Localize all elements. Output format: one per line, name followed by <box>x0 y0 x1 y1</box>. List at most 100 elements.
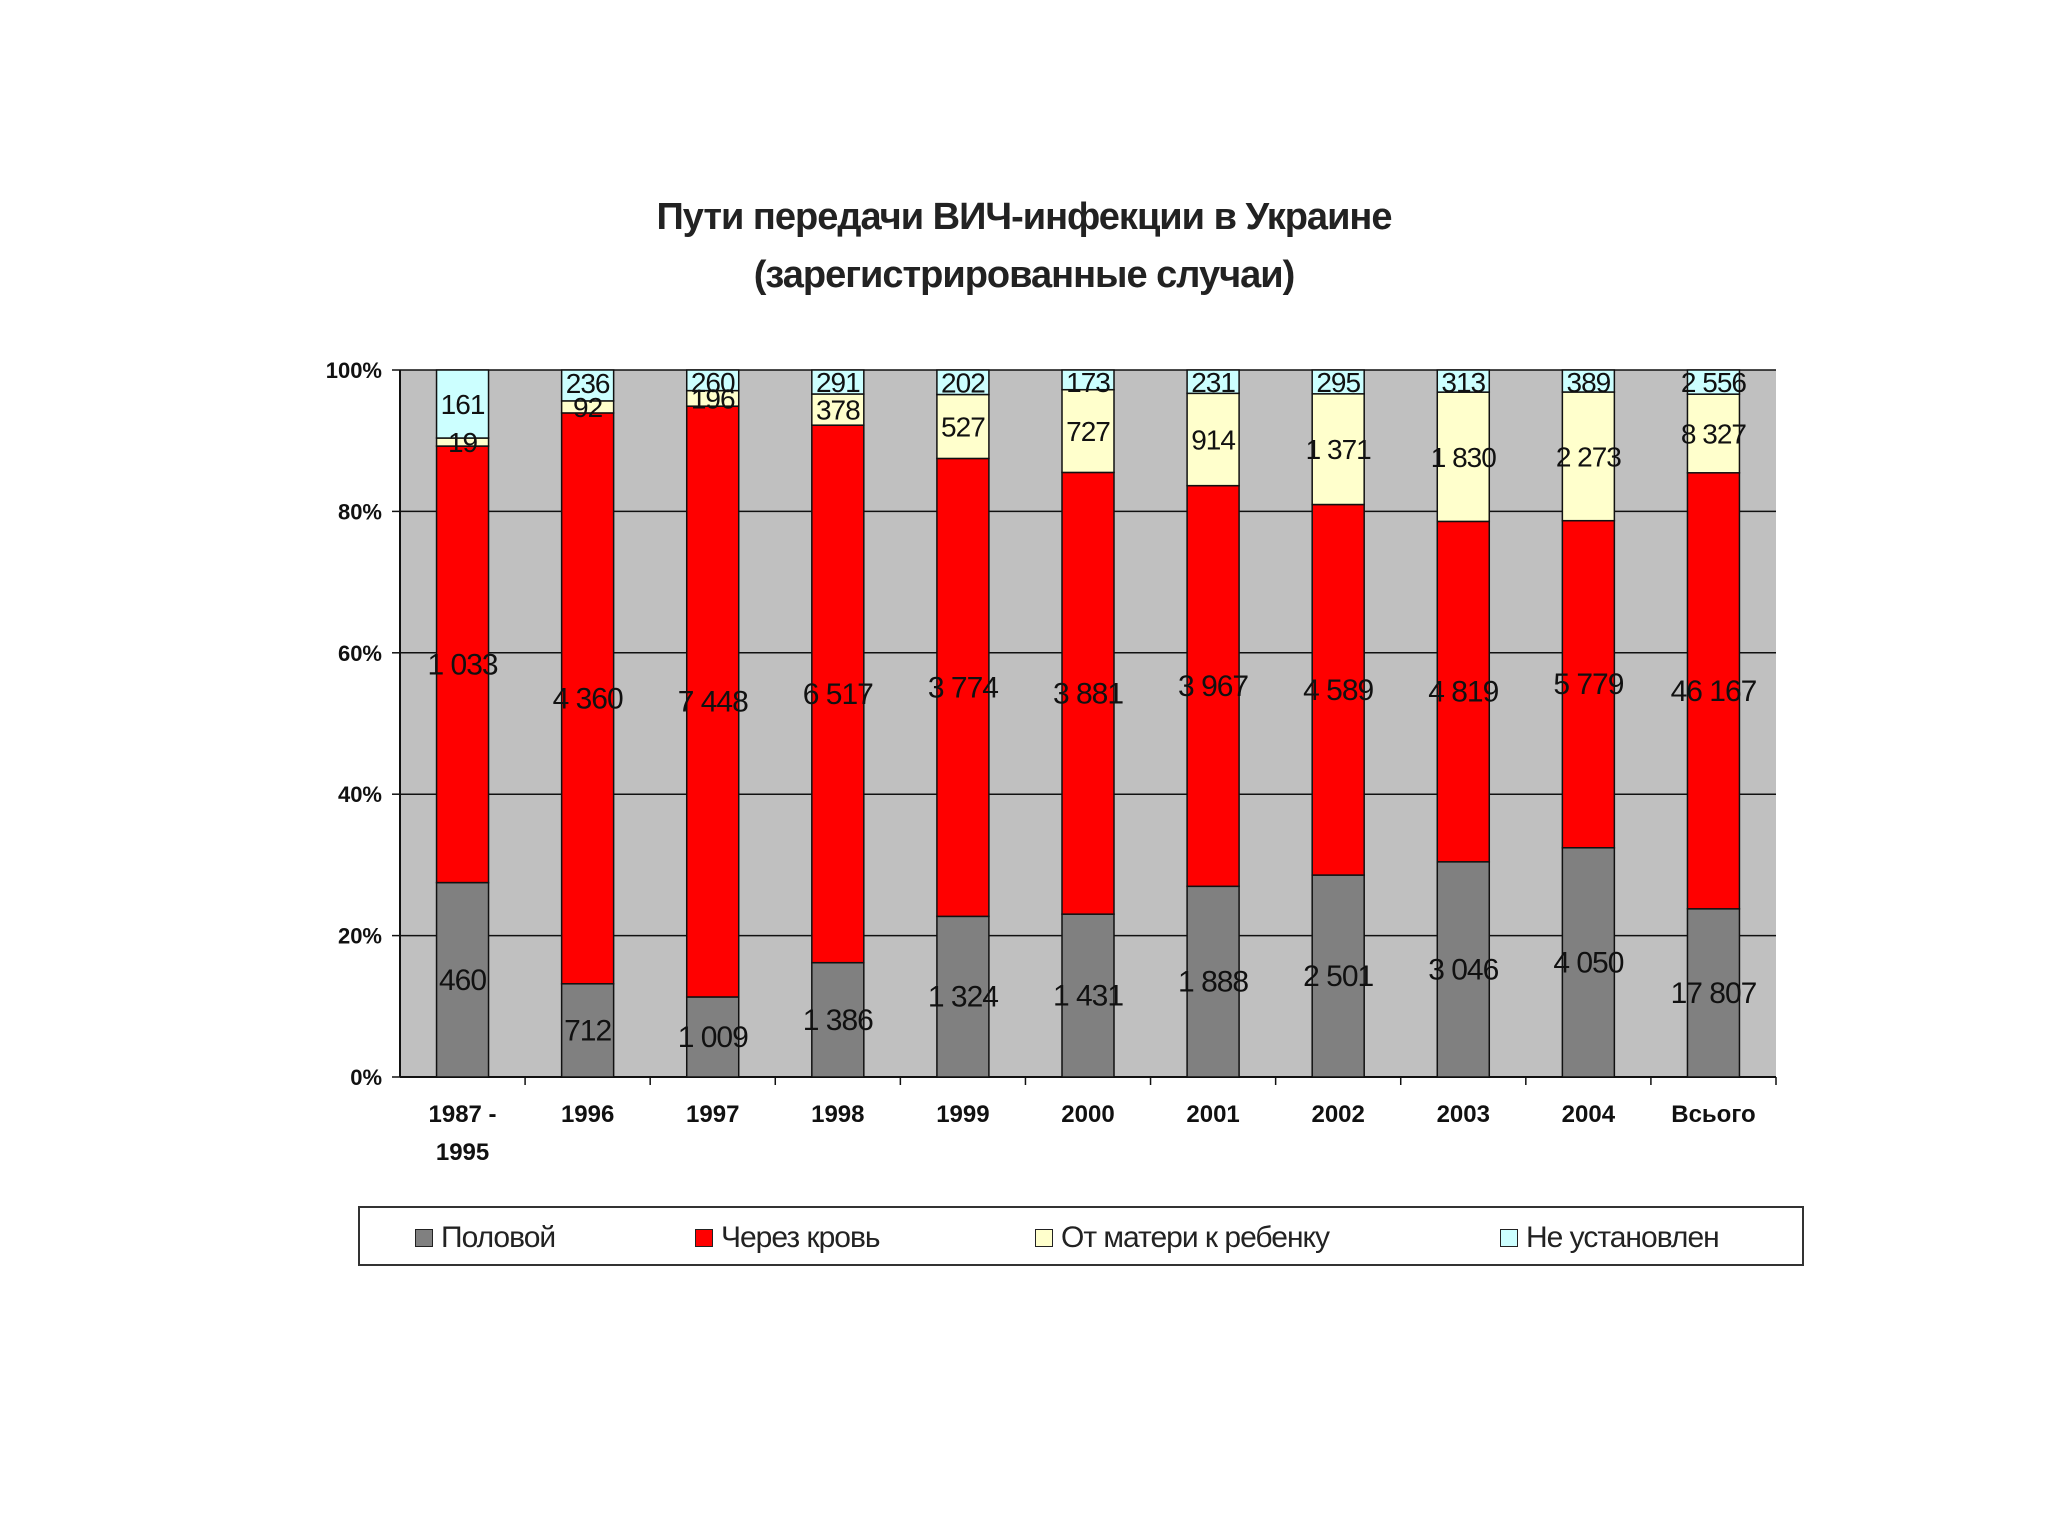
bar-value-label: 389 <box>1567 367 1611 398</box>
x-tick-label: 1996 <box>561 1101 614 1128</box>
legend-label-unknown: Не установлен <box>1526 1221 1720 1254</box>
bar-segment <box>936 915 990 1078</box>
bar-segment <box>811 369 865 395</box>
bar-value-label: 161 <box>441 389 485 420</box>
bar-segment <box>1186 369 1240 395</box>
bar-value-label: 5 779 <box>1553 668 1623 701</box>
bar-value-label: 1 830 <box>1431 442 1496 473</box>
bar-segment <box>685 369 740 392</box>
bar-value-label: 8 327 <box>1681 418 1746 449</box>
bar-value-label: 173 <box>1066 367 1110 398</box>
legend-item-sexual: Половой <box>415 1221 556 1254</box>
bar-value-label: 3 967 <box>1178 670 1248 703</box>
bar-segment <box>435 881 490 1078</box>
bar-value-label: 1 431 <box>1053 980 1123 1013</box>
bar-value-label: 527 <box>941 411 985 442</box>
bar-value-label: 6 517 <box>803 678 873 711</box>
bar-value-label: 1 888 <box>1178 966 1248 999</box>
x-tick-label: 1987 - <box>429 1101 497 1128</box>
bar-segment <box>435 369 490 439</box>
bar-value-label: 4 360 <box>553 682 623 715</box>
bar-segment <box>1186 484 1240 888</box>
bar-segment <box>1686 369 1741 395</box>
y-tick-label: 60% <box>338 641 382 666</box>
bar-segment <box>1686 472 1741 910</box>
bar-value-label: 3 774 <box>928 671 998 704</box>
bar-value-label: 196 <box>691 383 735 414</box>
bar-segment <box>560 983 615 1078</box>
legend-swatch-unknown <box>1500 1229 1518 1247</box>
y-tick-label: 80% <box>338 499 382 524</box>
bar-value-label: 260 <box>691 367 735 398</box>
bar-value-label: 4 050 <box>1553 946 1623 979</box>
bar-segment <box>435 445 490 884</box>
x-tick-label: 2004 <box>1562 1101 1616 1128</box>
x-tick-label: 2002 <box>1311 1101 1364 1128</box>
bar-segment <box>1061 388 1115 474</box>
chart-legend: Половой Через кровь От матери к ребенку … <box>358 1206 1804 1266</box>
bar-value-label: 1 324 <box>928 981 998 1014</box>
bar-value-label: 295 <box>1316 367 1360 398</box>
legend-label-sexual: Половой <box>441 1221 556 1254</box>
bar-segment <box>1561 391 1616 522</box>
bar-value-label: 3 046 <box>1428 953 1498 986</box>
legend-item-unknown: Не установлен <box>1500 1221 1720 1254</box>
bar-value-label: 914 <box>1191 424 1235 455</box>
bar-value-label: 378 <box>816 395 860 426</box>
bar-segment <box>1686 393 1741 474</box>
legend-label-blood: Через кровь <box>721 1221 881 1254</box>
x-tick-label: 1999 <box>936 1101 989 1128</box>
bar-value-label: 712 <box>564 1014 611 1047</box>
bar-value-label: 1 009 <box>678 1021 748 1054</box>
legend-swatch-blood <box>695 1229 713 1247</box>
x-tick-label: Всього <box>1671 1101 1755 1128</box>
x-tick-label: 1997 <box>686 1101 739 1128</box>
y-tick-label: 40% <box>338 782 382 807</box>
bar-segment <box>1436 861 1491 1078</box>
y-tick-label: 100% <box>326 358 382 383</box>
x-tick-label: 2001 <box>1186 1101 1239 1128</box>
chart-title: Пути передачи ВИЧ-инфекции в Украине <box>656 196 1392 238</box>
x-tick-label: 2003 <box>1437 1101 1490 1128</box>
bar-value-label: 231 <box>1191 367 1235 398</box>
bar-value-label: 1 371 <box>1306 434 1371 465</box>
bar-value-label: 2 556 <box>1681 367 1746 398</box>
legend-item-mother-child: От матери к ребенку <box>1035 1221 1330 1254</box>
x-tick-label: 2000 <box>1061 1101 1114 1128</box>
chart-subtitle: (зарегистрированные случаи) <box>753 254 1296 296</box>
bar-value-label: 1 033 <box>428 648 498 681</box>
bar-value-label: 7 448 <box>678 686 748 719</box>
bar-value-label: 17 807 <box>1671 977 1757 1010</box>
bar-segment <box>936 393 990 460</box>
bar-segment <box>685 405 740 998</box>
bar-value-label: 460 <box>439 964 486 997</box>
bar-value-label: 202 <box>941 367 985 398</box>
bar-segment <box>1061 913 1115 1078</box>
y-tick-label: 20% <box>338 924 382 949</box>
bar-segment <box>685 996 740 1078</box>
bar-segment <box>1436 391 1491 523</box>
legend-swatch-mother-child <box>1035 1229 1053 1247</box>
bar-value-label: 92 <box>573 392 603 423</box>
bar-segment <box>560 369 615 402</box>
bar-segment <box>1311 874 1365 1078</box>
bar-value-label: 4 589 <box>1303 674 1373 707</box>
bar-segment <box>1561 847 1616 1078</box>
bar-value-label: 236 <box>566 368 610 399</box>
bar-segment <box>1561 369 1616 393</box>
bar-segment <box>936 369 990 396</box>
legend-item-blood: Через кровь <box>695 1221 881 1254</box>
bar-segment <box>1686 908 1741 1078</box>
bar-value-label: 3 881 <box>1053 677 1123 710</box>
bar-segment <box>1561 519 1616 849</box>
x-tick-label: 1995 <box>436 1139 489 1166</box>
bar-segment <box>1436 369 1491 393</box>
bar-segment <box>811 961 865 1078</box>
bar-value-label: 19 <box>448 427 478 458</box>
bar-segment <box>1061 369 1115 391</box>
bar-value-label: 2 501 <box>1303 960 1373 993</box>
x-tick-label: 1998 <box>811 1101 864 1128</box>
legend-swatch-sexual <box>415 1229 433 1247</box>
bar-value-label: 4 819 <box>1428 676 1498 709</box>
